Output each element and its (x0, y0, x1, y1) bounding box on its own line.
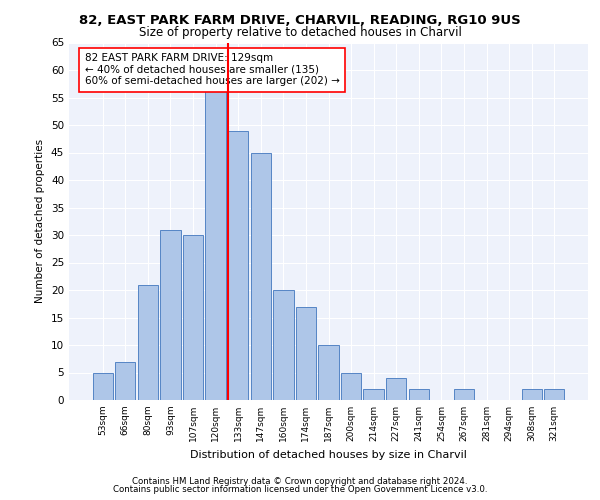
Bar (544, 389, 565, 400)
Bar (454, 389, 474, 400)
Text: 82 EAST PARK FARM DRIVE: 129sqm
← 40% of detached houses are smaller (135)
60% o: 82 EAST PARK FARM DRIVE: 129sqm ← 40% of… (85, 53, 340, 86)
Bar (183, 235, 203, 400)
Bar (251, 152, 271, 400)
Bar (521, 389, 542, 400)
Bar (341, 372, 361, 400)
Bar (296, 306, 316, 400)
Y-axis label: Number of detached properties: Number of detached properties (35, 139, 46, 304)
Bar (138, 284, 158, 400)
Text: Size of property relative to detached houses in Charvil: Size of property relative to detached ho… (139, 26, 461, 39)
Text: 82, EAST PARK FARM DRIVE, CHARVIL, READING, RG10 9US: 82, EAST PARK FARM DRIVE, CHARVIL, READI… (79, 14, 521, 27)
Bar (205, 70, 226, 400)
Bar (386, 378, 406, 400)
Bar (92, 372, 113, 400)
Bar (364, 389, 384, 400)
Bar (228, 130, 248, 400)
X-axis label: Distribution of detached houses by size in Charvil: Distribution of detached houses by size … (190, 450, 467, 460)
Text: Contains HM Land Registry data © Crown copyright and database right 2024.: Contains HM Land Registry data © Crown c… (132, 477, 468, 486)
Text: Contains public sector information licensed under the Open Government Licence v3: Contains public sector information licen… (113, 485, 487, 494)
Bar (160, 230, 181, 400)
Bar (273, 290, 293, 400)
Bar (409, 389, 429, 400)
Bar (319, 345, 338, 400)
Bar (115, 362, 136, 400)
